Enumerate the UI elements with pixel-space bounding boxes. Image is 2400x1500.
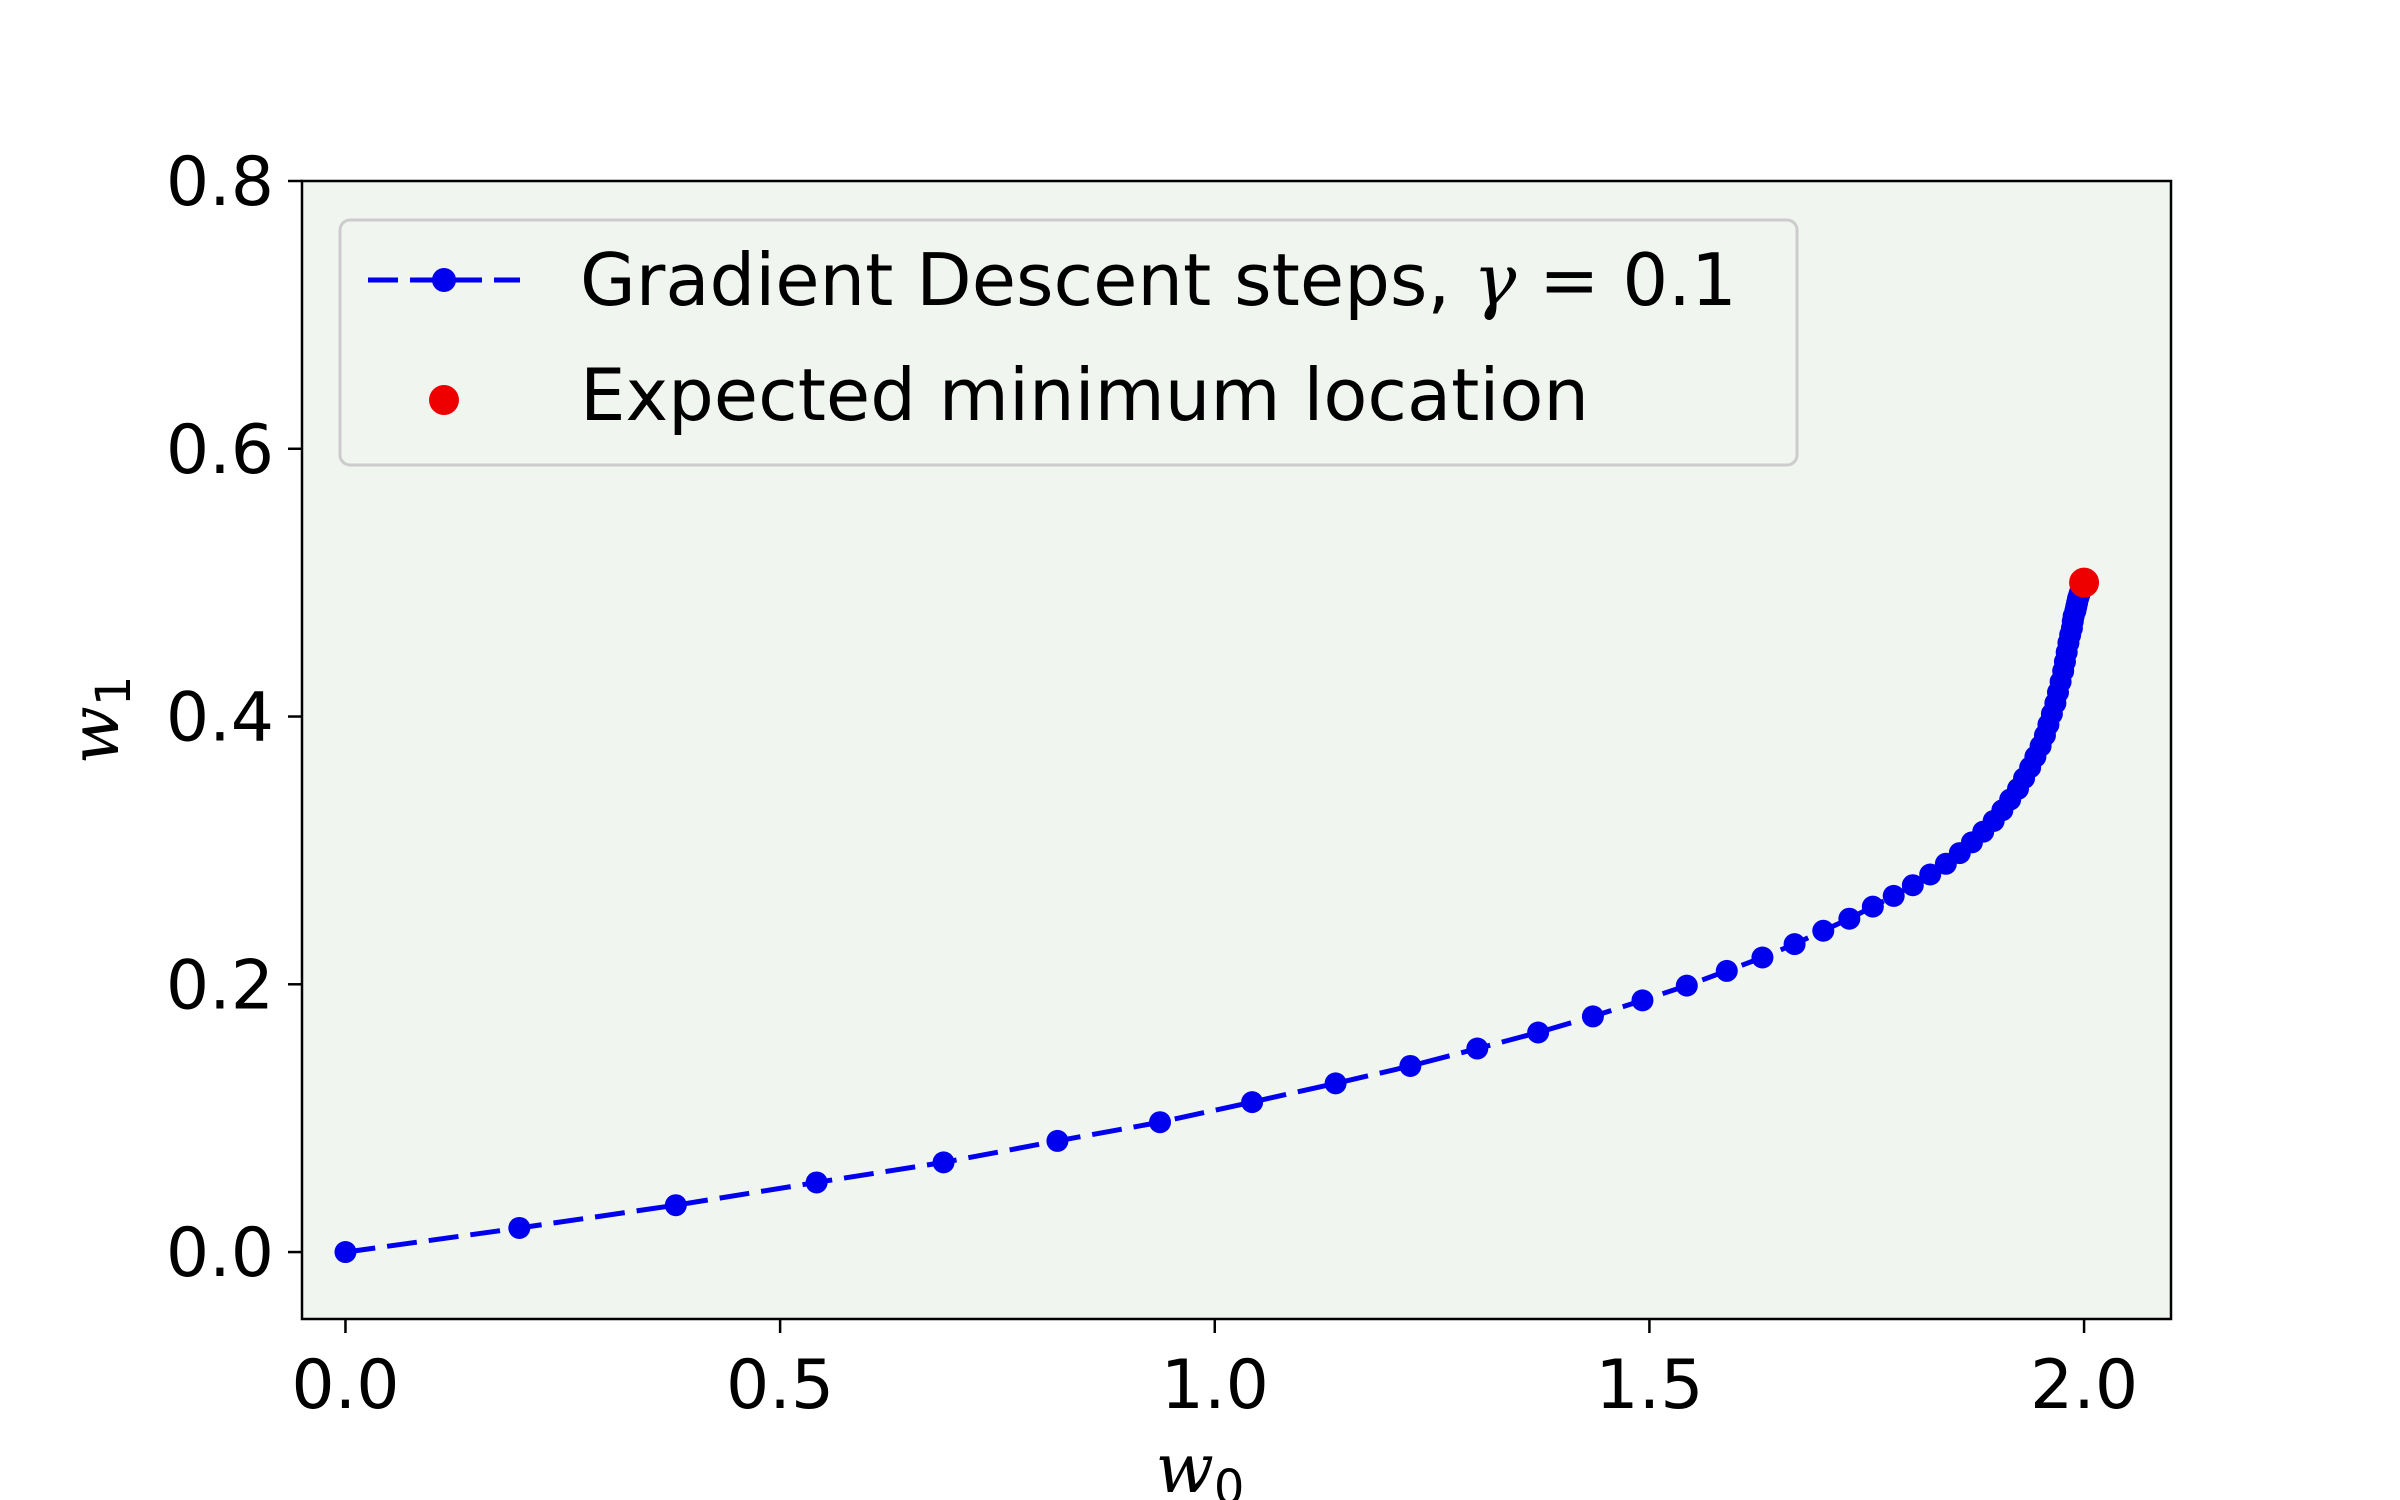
gd-step-point <box>1527 1021 1550 1044</box>
y-tick-label: 0.2 <box>166 946 274 1025</box>
legend-box <box>338 218 1799 467</box>
gd-step-point <box>1581 1005 1604 1028</box>
gd-step-point <box>1241 1091 1264 1114</box>
y-tick-label: 0.0 <box>166 1214 274 1293</box>
x-tick-label: 0.0 <box>291 1346 399 1425</box>
y-tick-label: 0.4 <box>166 679 274 758</box>
gd-step-point <box>664 1194 687 1217</box>
gd-step-point <box>334 1241 357 1264</box>
gd-step-point <box>1715 959 1738 982</box>
legend-label-gd: Gradient Descent steps, γ = 0.1 <box>580 238 1737 322</box>
gd-step-point <box>1901 874 1924 897</box>
x-tick-label: 1.0 <box>1161 1346 1269 1425</box>
y-axis: 0.0 0.2 0.4 0.6 0.8 <box>166 143 302 1293</box>
x-axis: 0.0 0.5 1.0 1.5 2.0 <box>291 1319 2138 1425</box>
gd-step-point <box>932 1151 955 1174</box>
gd-step-point <box>1838 907 1861 930</box>
x-tick-label: 2.0 <box>2030 1346 2138 1425</box>
gd-step-point <box>1919 863 1942 886</box>
gd-step-point <box>1675 974 1698 997</box>
x-tick-label: 1.5 <box>1595 1346 1703 1425</box>
gd-step-point <box>1149 1111 1172 1134</box>
gd-step-point <box>508 1216 531 1239</box>
gd-step-point <box>1046 1129 1069 1152</box>
x-tick-label: 0.5 <box>726 1346 834 1425</box>
y-tick-label: 0.8 <box>166 143 274 222</box>
gd-step-point <box>805 1171 828 1194</box>
gd-step-point <box>1751 946 1774 969</box>
gd-step-point <box>1861 895 1884 918</box>
x-axis-label: w0 <box>1156 1430 1245 1500</box>
legend-swatch-gd-marker <box>432 268 456 292</box>
minimum-location-point <box>2069 567 2100 598</box>
legend-swatch-minimum-marker <box>429 385 459 415</box>
legend: Gradient Descent steps, γ = 0.1 Expected… <box>338 218 1799 467</box>
gd-step-point <box>1783 933 1806 956</box>
legend-label-minimum: Expected minimum location <box>580 353 1589 437</box>
y-axis-label: w1 <box>56 676 142 765</box>
y-tick-label: 0.6 <box>166 411 274 490</box>
gd-step-point <box>1324 1072 1347 1095</box>
gd-step-point <box>1812 919 1835 942</box>
series-layer <box>334 567 2100 1264</box>
gd-step-point <box>1882 884 1905 907</box>
gd-step-point <box>1466 1037 1489 1060</box>
plot-frame <box>300 179 2173 1321</box>
gd-step-point <box>1631 989 1654 1012</box>
gd-step-point <box>1399 1054 1422 1077</box>
